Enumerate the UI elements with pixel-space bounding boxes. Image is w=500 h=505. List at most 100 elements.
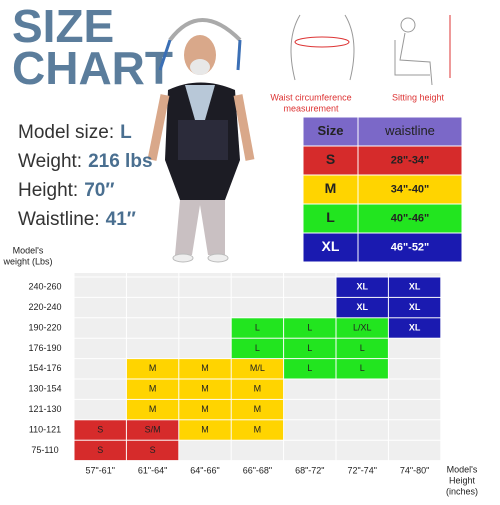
table-header-bg: [357, 116, 463, 147]
model-info: Model size: L Weight: 216 lbs Height: 70″ Wais…: [18, 122, 153, 230]
waist-label: Waist circumference: [270, 92, 351, 102]
size-cell-label: M: [254, 424, 262, 434]
sitting-label: Sitting height: [392, 92, 445, 102]
size-cell-label: L: [307, 322, 312, 332]
size-cell: [388, 318, 441, 338]
size-cell-label: L: [255, 322, 260, 332]
size-cell: [179, 379, 231, 399]
waist-label: measurement: [283, 103, 339, 113]
size-cell-label: XL: [409, 322, 421, 332]
info-label: Height:: [18, 180, 78, 201]
size-cell: [336, 297, 388, 318]
size-cell: [336, 277, 388, 297]
size-cell: [74, 420, 126, 440]
info-value: 216 lbs: [88, 151, 152, 172]
size-label: XL: [322, 238, 340, 254]
size-cell: [336, 318, 388, 338]
size-cell: [126, 399, 179, 420]
waist-range: 46"-52": [391, 241, 430, 253]
size-cell: [284, 338, 336, 359]
table-header: Size: [317, 123, 343, 138]
size-cell: [336, 338, 388, 359]
size-cell: [231, 359, 284, 379]
size-cell: [284, 359, 336, 379]
size-cell: [231, 338, 284, 359]
size-cell-label: M: [201, 384, 209, 394]
size-cell-label: M: [254, 384, 262, 394]
table-cell-bg: [357, 203, 463, 234]
column-label: 74"-80": [400, 465, 429, 475]
info-value: L: [120, 122, 132, 143]
title-line: CHART: [12, 42, 173, 94]
size-cell: [179, 359, 231, 379]
size-cell-label: L: [360, 343, 365, 353]
x-axis-title: Height: [449, 475, 476, 485]
size-cell-label: S: [97, 445, 103, 455]
column-label: 64"-66": [190, 465, 219, 475]
size-cell-label: M: [201, 363, 209, 373]
waist-icon: [290, 14, 355, 81]
info-value: 41″: [106, 209, 136, 230]
info-value: 70″: [84, 180, 114, 201]
size-cell: [74, 440, 126, 461]
y-axis-title: Model's: [13, 245, 44, 255]
row-label: 220-240: [28, 302, 61, 312]
info-label: Weight:: [18, 151, 82, 172]
size-cell: [126, 379, 179, 399]
waist-range: 34"-40": [391, 183, 430, 195]
size-cell: [231, 379, 284, 399]
row-label: 176-190: [28, 343, 61, 353]
row-label: 130-154: [28, 384, 61, 394]
size-cell: [126, 359, 179, 379]
table-cell-bg: [357, 174, 463, 205]
size-cell: [388, 297, 441, 318]
size-cell: [179, 420, 231, 440]
size-label: S: [326, 151, 335, 167]
size-cell-label: M: [201, 404, 209, 414]
title-line: SIZE: [12, 0, 114, 52]
table-cell-bg: [357, 145, 463, 176]
size-cell: [388, 277, 441, 297]
table-cell-bg: [357, 232, 463, 263]
size-cell-label: M: [149, 384, 157, 394]
x-axis-title: Model's: [447, 464, 478, 474]
column-label: 68"-72": [295, 465, 324, 475]
size-cell: [231, 318, 284, 338]
size-cell: [179, 399, 231, 420]
size-cell-label: L: [255, 343, 260, 353]
size-cell-label: S: [150, 445, 156, 455]
size-cell-label: XL: [409, 282, 421, 292]
sitting-icon: [394, 15, 451, 86]
size-cell-label: S: [97, 424, 103, 434]
y-axis-title: weight (Lbs): [2, 256, 52, 266]
size-cell-label: S/M: [145, 424, 161, 434]
size-cell-label: M: [201, 424, 209, 434]
size-label: L: [326, 209, 335, 225]
row-label: 190-220: [28, 322, 61, 332]
column-label: 66"-68": [243, 465, 272, 475]
size-cell-label: XL: [409, 302, 421, 312]
size-cell: [231, 399, 284, 420]
size-cell-label: M/L: [250, 363, 265, 373]
waist-range: 28"-34": [391, 154, 430, 166]
size-cell-label: XL: [356, 302, 368, 312]
table-header: waistline: [384, 123, 435, 138]
size-cell: [284, 318, 336, 338]
row-label: 154-176: [28, 363, 61, 373]
column-label: 57"-61": [85, 465, 114, 475]
size-cell-label: M: [149, 363, 157, 373]
info-label: Waistline:: [18, 209, 100, 230]
size-cell-label: M: [254, 404, 262, 414]
size-cell: [231, 420, 284, 440]
size-label: M: [325, 180, 337, 196]
row-label: 75-110: [31, 445, 58, 455]
column-label: 61"-64": [138, 465, 167, 475]
size-cell: [336, 359, 388, 379]
model-photo: [147, 18, 255, 263]
x-axis-title: (inches): [446, 486, 478, 496]
size-cell-label: L/XL: [353, 322, 372, 332]
size-cell: [126, 440, 179, 461]
size-cell-label: L: [307, 363, 312, 373]
